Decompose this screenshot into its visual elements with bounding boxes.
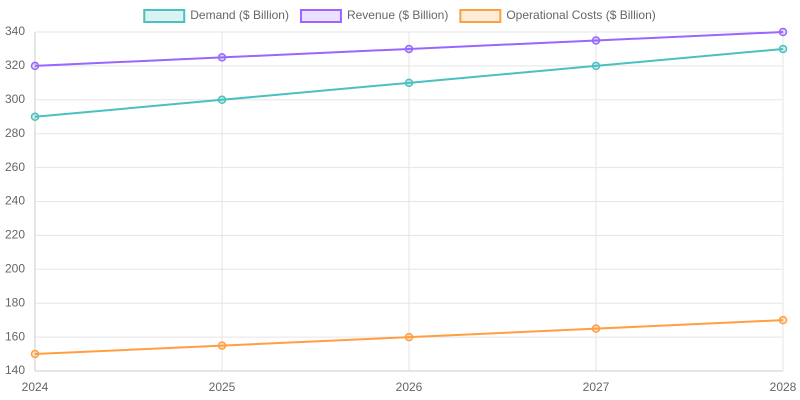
x-tick-label: 2024 (22, 380, 49, 394)
legend-swatch (299, 9, 342, 23)
legend-swatch (143, 9, 186, 23)
data-point (778, 27, 788, 37)
data-point (30, 112, 40, 121)
y-tick-label: 160 (5, 329, 25, 343)
data-point (404, 44, 414, 54)
legend-label: Operational Costs ($ Billion) (506, 8, 655, 22)
series-line (34, 47, 784, 118)
data-point (591, 36, 601, 45)
y-tick-label: 140 (5, 363, 25, 377)
y-tick-label: 220 (5, 228, 25, 242)
data-point (404, 332, 414, 342)
y-tick-label: 340 (5, 24, 25, 38)
y-tick-label: 180 (5, 295, 25, 309)
y-tick-label: 320 (5, 58, 25, 72)
x-tick-label: 2025 (209, 380, 236, 394)
y-tick-label: 240 (5, 194, 25, 208)
data-point (217, 53, 227, 62)
y-tick-label: 300 (5, 92, 25, 106)
series-line (34, 31, 784, 67)
data-point (778, 315, 788, 325)
y-tick-label: 280 (5, 126, 25, 140)
legend-label: Revenue ($ Billion) (347, 8, 448, 22)
x-tick-label: 2026 (396, 380, 423, 394)
data-point (404, 78, 414, 88)
x-tick-label: 2028 (770, 380, 797, 394)
data-point (591, 324, 601, 333)
data-point (30, 349, 40, 359)
data-point (30, 61, 40, 71)
legend-swatch (459, 9, 502, 23)
legend: Demand ($ Billion) Revenue ($ Billion) Ope… (143, 8, 656, 23)
series-line (34, 319, 784, 356)
data-point (591, 61, 601, 71)
data-point (778, 44, 788, 54)
y-tick-label: 260 (5, 160, 25, 174)
data-point (217, 341, 227, 350)
y-tick-label: 200 (5, 261, 25, 275)
data-point (217, 95, 227, 105)
legend-label: Demand ($ Billion) (190, 8, 289, 22)
x-tick-label: 2027 (583, 380, 610, 394)
